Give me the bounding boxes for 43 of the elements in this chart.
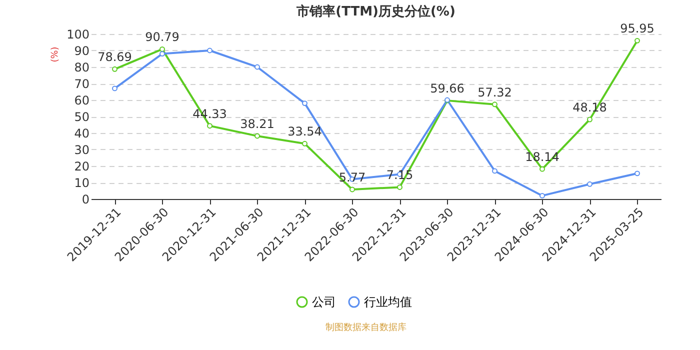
point bbox=[587, 116, 592, 122]
point bbox=[254, 133, 260, 139]
y-tick-label: 0 bbox=[82, 192, 90, 206]
y-tick-label: 30 bbox=[74, 143, 90, 157]
y-tick-label: 90 bbox=[74, 44, 90, 58]
point bbox=[350, 186, 355, 192]
point bbox=[492, 168, 498, 174]
point bbox=[112, 66, 118, 72]
data-label: 78.69 bbox=[98, 50, 132, 64]
point bbox=[160, 51, 165, 57]
point bbox=[587, 181, 592, 187]
y-axis-title: (%) bbox=[50, 46, 60, 62]
point bbox=[492, 102, 498, 108]
point bbox=[634, 38, 640, 44]
data-label: 95.95 bbox=[620, 22, 654, 36]
point bbox=[160, 46, 165, 52]
y-tick-label: 10 bbox=[74, 176, 90, 190]
data-label: 90.79 bbox=[145, 30, 180, 44]
point bbox=[540, 166, 545, 172]
data-label: 33.54 bbox=[288, 124, 322, 139]
data-label: 38.21 bbox=[240, 116, 274, 131]
y-tick-label: 60 bbox=[74, 94, 90, 108]
point bbox=[254, 64, 260, 70]
data-label: 59.66 bbox=[430, 82, 464, 96]
point bbox=[302, 100, 308, 106]
y-tick-label: 50 bbox=[74, 110, 90, 124]
point bbox=[207, 48, 212, 54]
y-tick-label: 100 bbox=[66, 28, 90, 42]
y-tick-label: 20 bbox=[74, 160, 90, 174]
legend-label: 行业均值 bbox=[364, 295, 412, 309]
point bbox=[634, 170, 640, 176]
legend-label: 公司 bbox=[312, 295, 336, 309]
point bbox=[302, 140, 308, 146]
y-tick-label: 80 bbox=[74, 60, 90, 74]
point bbox=[112, 86, 118, 92]
y-tick-label: 70 bbox=[74, 77, 90, 91]
point bbox=[540, 192, 545, 198]
text: 制图数据来自数据库 bbox=[326, 322, 406, 333]
point bbox=[397, 184, 402, 190]
y-tick-label: 40 bbox=[74, 126, 90, 140]
data-label: 57.32 bbox=[478, 85, 512, 100]
point bbox=[207, 123, 212, 129]
chart-title: 市销率(TTM)历史分位(%) bbox=[296, 4, 456, 20]
